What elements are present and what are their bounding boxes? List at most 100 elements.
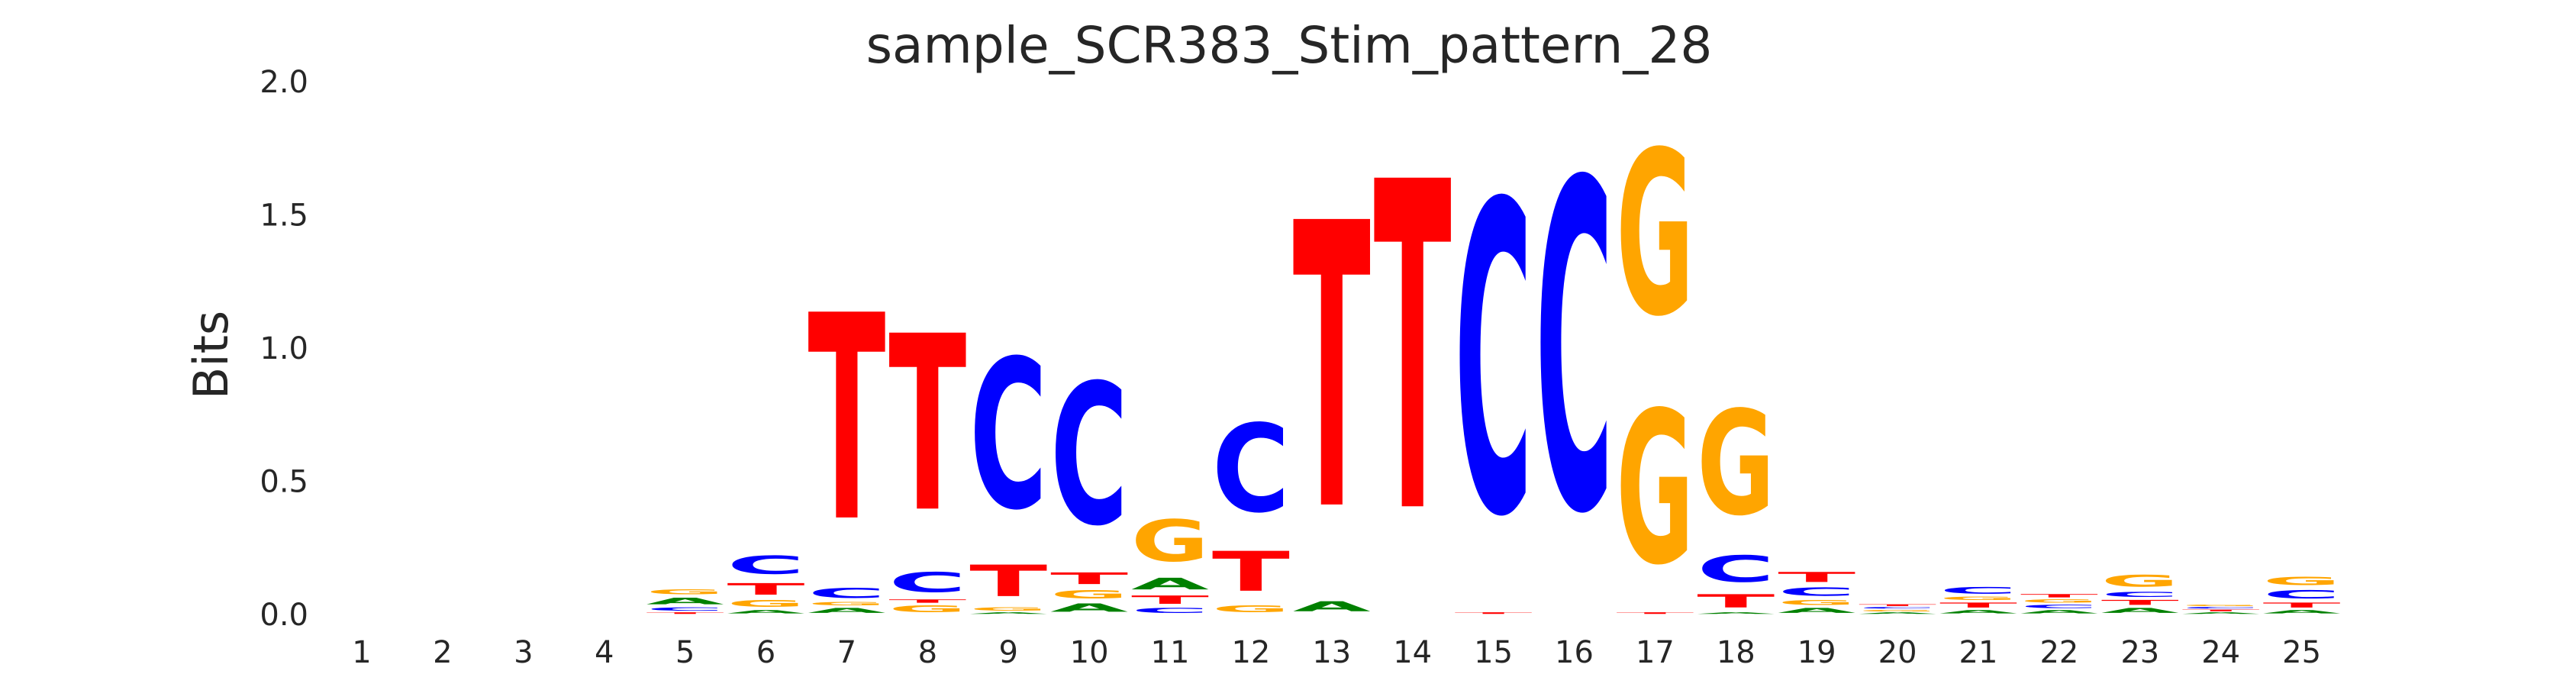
- logo-letter-g: G: [888, 604, 966, 614]
- logo-letter-t: T: [1939, 602, 2017, 609]
- x-tick-label: 13: [1312, 635, 1351, 670]
- logo-letter-g: G: [1131, 508, 1209, 575]
- logo-letter-t: T: [1859, 604, 1936, 606]
- y-axis-ticks: 0.0 0.5 1.0 1.5 2.0: [260, 65, 308, 633]
- x-tick-label: 10: [1070, 635, 1109, 670]
- logo-letter-c: C: [2182, 607, 2260, 609]
- logo-letter-a: A: [969, 611, 1047, 614]
- x-tick-label: 4: [595, 635, 614, 670]
- logo-letter-c: C: [1536, 89, 1614, 614]
- x-tick-label: 19: [1797, 635, 1836, 670]
- logo-letter-t: T: [1616, 612, 1694, 614]
- x-tick-label: 24: [2201, 635, 2240, 670]
- logo-letter-g: G: [2020, 598, 2098, 604]
- logo-letter-t: T: [888, 285, 966, 566]
- logo-letter-t: T: [1374, 88, 1452, 613]
- logo-letter-g: G: [1616, 368, 1694, 612]
- logo-letter-g: G: [1859, 609, 1936, 611]
- logo-letter-c: C: [1697, 548, 1775, 591]
- logo-letter-g: G: [808, 602, 885, 607]
- logo-letter-g: G: [1050, 588, 1128, 601]
- logo-letter-t: T: [1050, 569, 1128, 588]
- logo-letter-t: T: [2263, 602, 2341, 609]
- logo-letter-g: G: [1212, 604, 1290, 614]
- logo-letter-c: C: [1131, 607, 1209, 614]
- logo-letter-c: C: [727, 550, 805, 579]
- logo-letter-t: T: [2101, 598, 2179, 606]
- logo-letter-t: T: [2182, 609, 2260, 611]
- x-tick-label: 14: [1393, 635, 1432, 670]
- logo-letter-a: A: [1778, 607, 1855, 614]
- y-axis-label: Bits: [183, 311, 239, 399]
- logo-letter-g: G: [969, 607, 1047, 612]
- x-tick-label: 16: [1555, 635, 1594, 670]
- logo-letter-g: G: [1939, 596, 2017, 602]
- logo-letter-c: C: [1939, 585, 2017, 596]
- logo-letter-c: C: [1778, 585, 1855, 598]
- x-axis-ticks: 1 2 3 4 5 6 7 8 9 10 11 12 13 14 15 16 17 18 19 20 21 22 23 24 2…: [352, 635, 2321, 670]
- logo-letter-a: A: [1859, 611, 1936, 614]
- logo-letter-t: T: [2020, 593, 2098, 598]
- logo-letter-a: A: [1293, 598, 1371, 614]
- y-tick-label: 0.0: [260, 598, 308, 633]
- logo-letter-c: C: [2263, 588, 2341, 601]
- y-tick-label: 0.5: [260, 465, 308, 500]
- y-tick-label: 1.0: [260, 331, 308, 366]
- logo-letter-c: C: [1050, 344, 1128, 569]
- logo-letter-t: T: [1455, 612, 1533, 614]
- logo-letter-t: T: [646, 612, 724, 614]
- x-tick-label: 6: [756, 635, 775, 670]
- logo-letter-t: T: [888, 598, 966, 604]
- logo-letter-t: T: [1131, 593, 1209, 606]
- x-tick-label: 5: [675, 635, 695, 670]
- chart-title: sample_SCR383_Stim_pattern_28: [866, 16, 1713, 75]
- logo-letter-c: C: [2101, 591, 2179, 598]
- y-tick-label: 1.5: [260, 198, 308, 234]
- logo-letter-a: A: [1697, 611, 1775, 614]
- logo-letter-a: A: [2101, 607, 2179, 614]
- logo-letter-g: G: [2101, 572, 2179, 590]
- x-tick-label: 15: [1474, 635, 1513, 670]
- x-tick-label: 17: [1636, 635, 1675, 670]
- x-tick-label: 8: [918, 635, 937, 670]
- x-tick-label: 22: [2039, 635, 2078, 670]
- logo-letter-c: C: [2020, 604, 2098, 609]
- logo-letter-t: T: [1293, 142, 1372, 598]
- logo-letter-t: T: [808, 255, 886, 584]
- logo-letter-g: G: [1778, 598, 1855, 606]
- x-tick-label: 12: [1231, 635, 1270, 670]
- logo-letter-a: A: [1939, 609, 2017, 614]
- logo-letter-g: G: [2182, 604, 2260, 606]
- logo-letter-a: A: [2263, 609, 2341, 614]
- logo-letter-a: A: [727, 609, 805, 614]
- x-tick-label: 1: [352, 635, 371, 670]
- logo-letter-a: A: [1050, 602, 1129, 614]
- logo-letter-c: C: [888, 566, 966, 598]
- x-tick-label: 18: [1717, 635, 1755, 670]
- logo-letter-c: C: [808, 585, 885, 602]
- logo-letter-g: G: [727, 598, 805, 609]
- logo-letter-t: T: [1212, 540, 1290, 604]
- x-tick-label: 11: [1151, 635, 1190, 670]
- x-tick-label: 2: [433, 635, 452, 670]
- logo-letter-c: C: [1212, 400, 1290, 540]
- logo-letter-t: T: [1778, 569, 1856, 585]
- logo-letter-g: G: [646, 588, 724, 595]
- x-tick-label: 9: [998, 635, 1017, 670]
- logo-letter-c: C: [646, 607, 724, 612]
- logo-letter-t: T: [969, 556, 1047, 606]
- logo-letter-g: G: [2263, 575, 2341, 588]
- logo-letter-a: A: [808, 607, 885, 614]
- logo-letter-c: C: [969, 318, 1047, 555]
- x-tick-label: 25: [2282, 635, 2321, 670]
- logo-letter-t: T: [727, 580, 805, 598]
- x-tick-label: 21: [1959, 635, 1998, 670]
- logo-letter-a: A: [2020, 609, 2098, 614]
- logo-letter-a: A: [646, 596, 724, 607]
- logo-letter-c: C: [1859, 607, 1936, 609]
- x-tick-label: 3: [514, 635, 533, 670]
- logo-letter-g: G: [1616, 105, 1694, 366]
- x-tick-label: 7: [837, 635, 856, 670]
